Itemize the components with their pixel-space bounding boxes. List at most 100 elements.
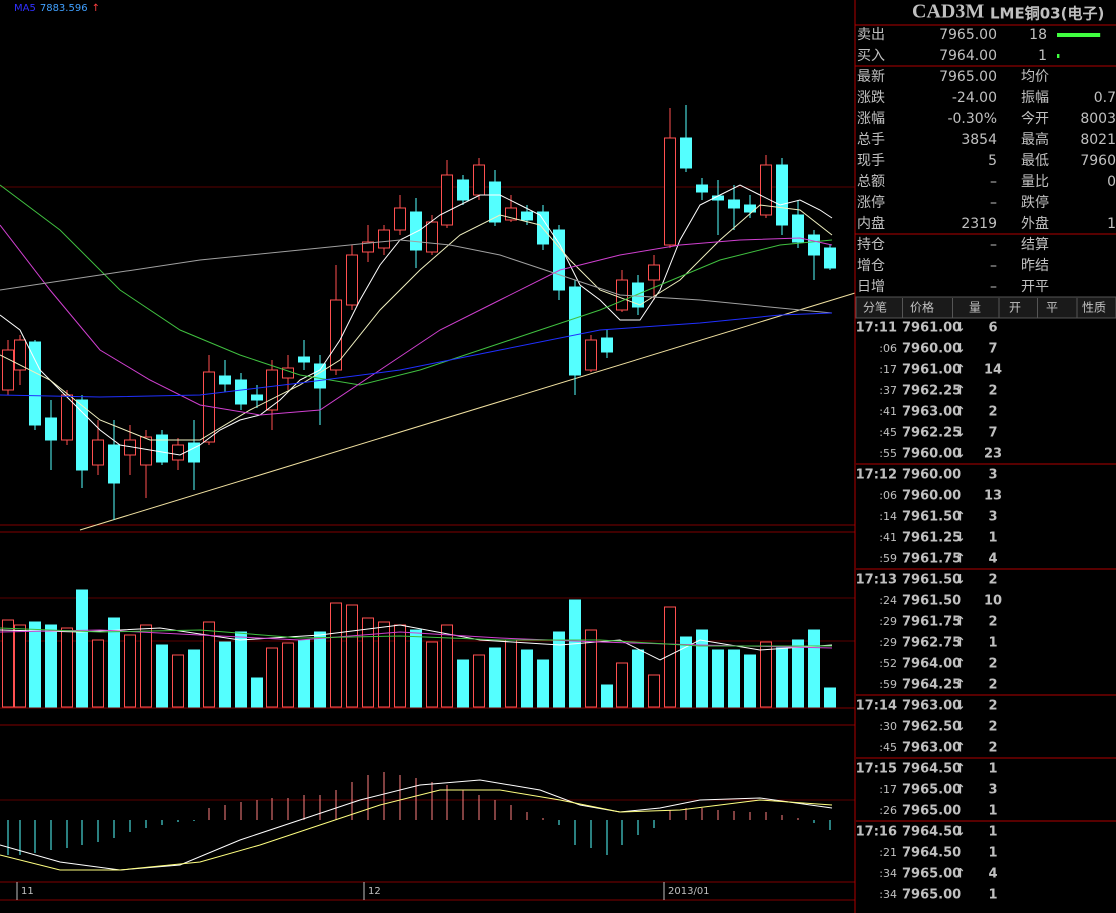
tick-volume: 2 xyxy=(988,405,997,420)
tick-time: 17:13 xyxy=(856,573,897,588)
quote-value: 8021 xyxy=(1080,132,1116,148)
volume-bar xyxy=(282,642,294,708)
tick-volume: 6 xyxy=(988,321,997,336)
tick-volume: 7 xyxy=(988,342,997,357)
candle-body xyxy=(601,337,613,353)
quote-label: 内盘 xyxy=(857,215,885,232)
volume-bar xyxy=(362,617,374,708)
candle-body xyxy=(473,164,485,196)
tick-volume: 3 xyxy=(988,468,997,483)
candle-body xyxy=(410,211,422,251)
tick-price: 7965.00 xyxy=(902,888,961,903)
quote-value: 5 xyxy=(988,153,997,169)
tick-volume: 2 xyxy=(988,573,997,588)
tick-price: 7965.00 xyxy=(902,804,961,819)
candle-body xyxy=(760,164,772,216)
volume-bar xyxy=(410,629,422,708)
volume-bar xyxy=(108,617,120,708)
tick-direction: ↑ xyxy=(955,510,966,525)
volume-bar xyxy=(378,621,390,708)
candle-body xyxy=(585,339,597,371)
volume-bar xyxy=(172,654,184,708)
tick-time: :45 xyxy=(879,426,897,439)
volume-bar xyxy=(616,662,628,708)
candle-body xyxy=(92,439,104,466)
volume-bar xyxy=(776,647,788,708)
tick-time: :06 xyxy=(879,489,897,502)
quote-label: 昨结 xyxy=(1021,258,1049,274)
volume-bar xyxy=(696,629,708,708)
volume-bar xyxy=(314,631,326,708)
candle-body xyxy=(489,181,501,223)
tick-price: 7962.75 xyxy=(902,636,961,651)
candle-body xyxy=(172,444,184,461)
volume-bar xyxy=(473,654,485,708)
candle-body xyxy=(441,174,453,226)
depth-price: 7964.00 xyxy=(939,48,997,64)
tick-time: :17 xyxy=(879,363,897,376)
tick-price: 7960.00 xyxy=(902,468,961,483)
tick-time: :24 xyxy=(879,594,897,607)
tick-price: 7961.50 xyxy=(902,573,961,588)
indicator-line xyxy=(0,624,833,661)
volume-bar xyxy=(457,659,469,708)
tick-volume: 1 xyxy=(988,762,997,777)
indicator-line xyxy=(0,204,833,441)
tick-time: :55 xyxy=(879,447,897,460)
quote-label: 最高 xyxy=(1021,131,1049,148)
quote-label: 外盘 xyxy=(1021,215,1049,232)
candle-body xyxy=(266,369,278,411)
quote-label: 涨幅 xyxy=(857,111,885,127)
quote-value: 0 xyxy=(1107,174,1116,190)
quote-value: 7965.00 xyxy=(939,69,997,85)
quote-label: 日增 xyxy=(857,279,885,295)
tick-time: :17 xyxy=(879,783,897,796)
tick-time: :45 xyxy=(879,741,897,754)
indicator-line xyxy=(0,239,833,314)
tick-volume: 2 xyxy=(988,720,997,735)
volume-bar xyxy=(45,624,57,708)
volume-bar xyxy=(203,621,215,708)
tick-direction: ↓ xyxy=(955,720,966,735)
tick-direction: ↓ xyxy=(955,321,966,336)
tick-time: :29 xyxy=(879,636,897,649)
tick-header-label: 性质 xyxy=(1082,301,1106,315)
candle-body xyxy=(728,199,740,209)
candle-body xyxy=(648,264,660,281)
tick-volume: 2 xyxy=(988,657,997,672)
candle-body xyxy=(457,179,469,201)
tick-volume: 1 xyxy=(988,531,997,546)
tick-time: :14 xyxy=(879,510,897,523)
tick-price: 7963.00 xyxy=(902,405,961,420)
indicator-line xyxy=(0,224,833,416)
quote-value: 3854 xyxy=(961,132,997,148)
volume-bar xyxy=(92,639,104,708)
quote-value: 1 xyxy=(1107,216,1116,232)
x-label: 11 xyxy=(21,886,34,897)
quote-label: 量比 xyxy=(1021,174,1049,190)
tick-direction: ↑ xyxy=(955,783,966,798)
tick-time: :29 xyxy=(879,615,897,628)
volume-bar xyxy=(441,624,453,708)
tick-price: 7964.50 xyxy=(902,762,961,777)
volume-bar xyxy=(219,641,231,708)
tick-price: 7962.25 xyxy=(902,426,961,441)
volume-bar xyxy=(29,621,41,708)
quote-label: 持仓 xyxy=(857,237,885,253)
volume-bar xyxy=(124,634,136,708)
tick-volume: 4 xyxy=(988,552,997,567)
quote-value: 0.7 xyxy=(1094,90,1116,106)
tick-time: :34 xyxy=(879,867,897,880)
volume-bar xyxy=(2,619,14,708)
quote-value: – xyxy=(990,279,997,295)
indicator-text: 7883.596 xyxy=(40,3,88,14)
quote-label: 涨停 xyxy=(857,194,885,211)
tick-volume: 23 xyxy=(984,447,1002,462)
quote-label: 最低 xyxy=(1021,153,1049,169)
tick-direction: ↑ xyxy=(955,741,966,756)
candle-body xyxy=(156,434,168,463)
volume-bar xyxy=(298,639,310,708)
volume-bar xyxy=(664,606,676,708)
indicator-text: ↑ xyxy=(92,3,100,14)
